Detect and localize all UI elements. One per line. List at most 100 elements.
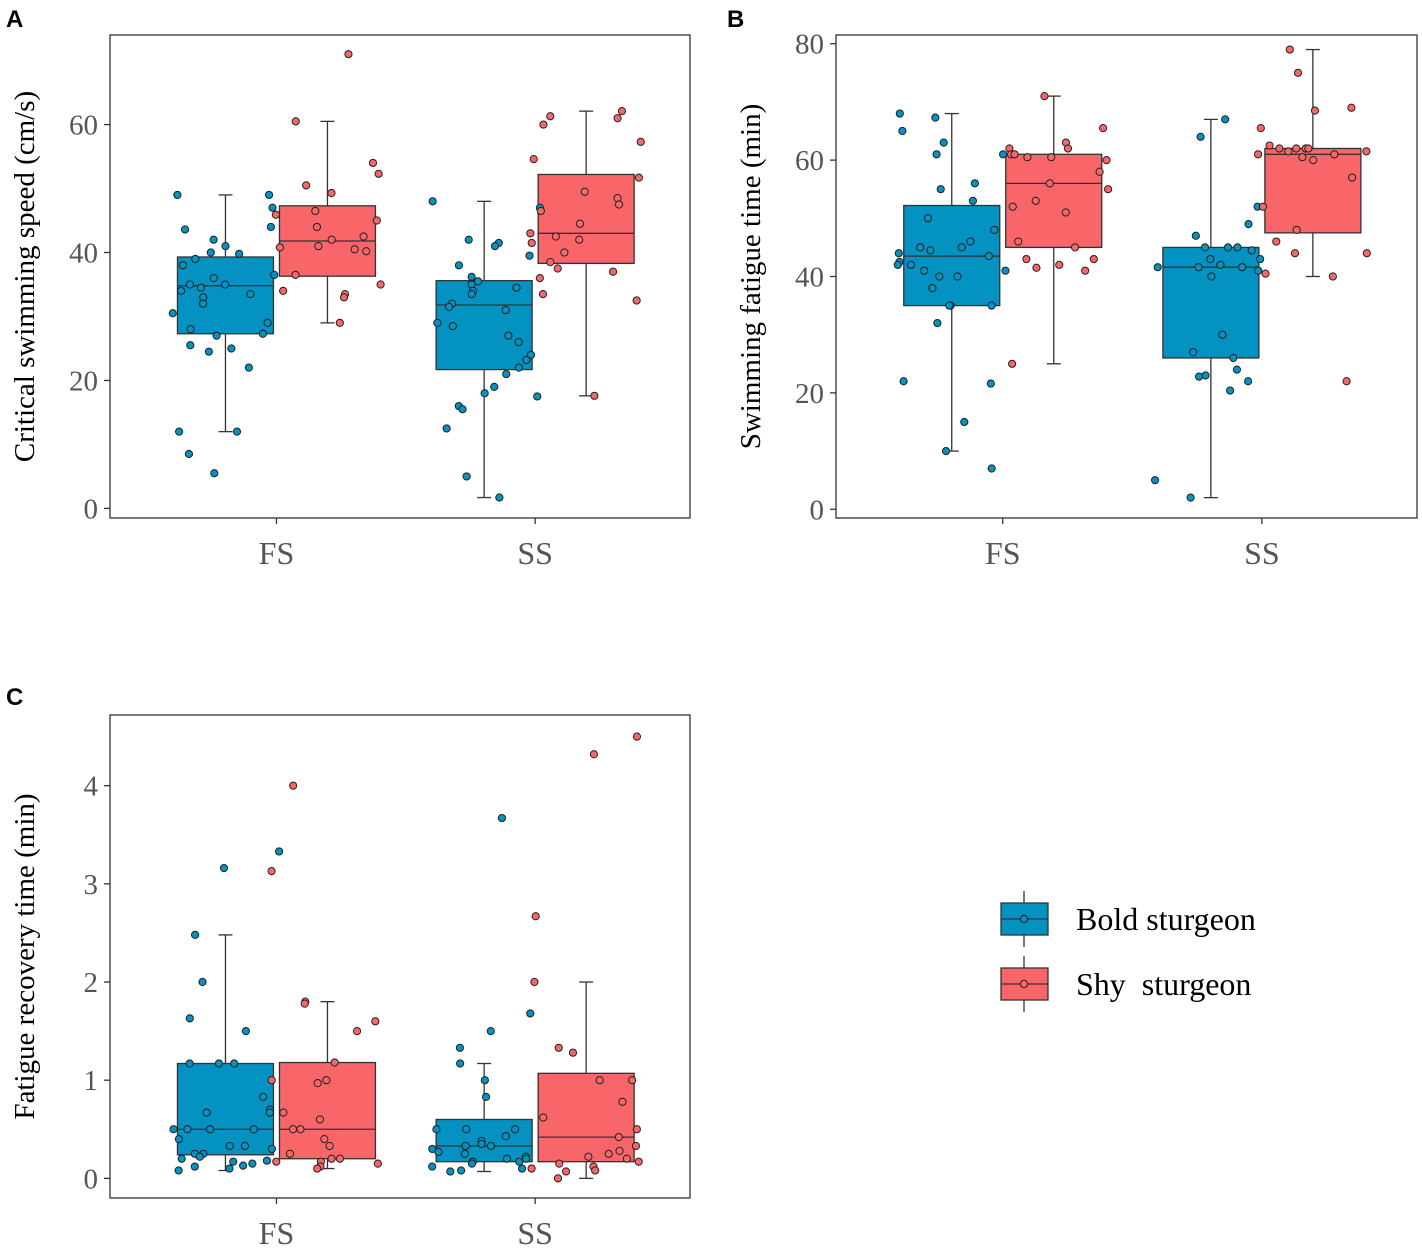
data-point	[235, 249, 244, 258]
data-point	[467, 272, 476, 281]
data-point	[313, 1164, 322, 1173]
data-point	[460, 1149, 469, 1158]
data-point	[634, 173, 643, 182]
data-point	[1223, 243, 1233, 252]
data-point	[1098, 124, 1108, 133]
data-point	[473, 277, 483, 286]
data-point	[271, 210, 280, 219]
data-point	[204, 347, 213, 356]
data-point	[1055, 260, 1064, 269]
data-point	[615, 1146, 624, 1155]
data-point	[535, 273, 544, 283]
data-point	[428, 1162, 437, 1171]
data-point	[560, 248, 569, 257]
y-tick-label: 3	[84, 869, 99, 901]
data-point	[190, 1162, 199, 1171]
y-tick-label: 40	[69, 238, 98, 270]
data-point	[264, 190, 274, 200]
points-bold-fs	[168, 190, 279, 478]
y-tick-label: 20	[69, 365, 98, 397]
y-tick-label: 60	[795, 145, 824, 177]
data-point	[244, 363, 253, 372]
data-point	[1063, 144, 1073, 153]
data-point	[553, 1174, 563, 1183]
data-point	[595, 1076, 604, 1085]
data-point	[932, 150, 941, 159]
data-point	[953, 272, 962, 281]
data-point	[1200, 243, 1210, 252]
data-point	[1150, 476, 1160, 485]
data-point	[232, 427, 242, 436]
data-point	[229, 1157, 238, 1166]
data-point	[546, 112, 555, 121]
legend-key-shy	[1000, 956, 1049, 1012]
box-iqr	[1005, 153, 1103, 249]
data-point	[1040, 92, 1049, 101]
data-point	[1189, 348, 1198, 357]
points-bold-ss	[1150, 115, 1265, 502]
data-point	[580, 187, 589, 196]
data-point	[227, 344, 236, 353]
data-point	[514, 337, 523, 347]
data-point	[230, 1059, 239, 1068]
data-point	[501, 305, 510, 315]
data-point	[986, 379, 995, 388]
x-tick-label: SS	[1244, 535, 1280, 571]
box-iqr	[176, 1062, 275, 1156]
data-point	[186, 341, 195, 350]
data-point	[554, 1043, 563, 1052]
data-point	[1008, 202, 1017, 211]
data-point	[628, 1076, 637, 1085]
data-point	[373, 1159, 382, 1168]
data-point	[510, 1125, 520, 1134]
data-point	[225, 1141, 234, 1151]
data-point	[1153, 263, 1162, 272]
data-point	[195, 1152, 204, 1161]
data-point	[1095, 167, 1104, 176]
data-point	[920, 266, 929, 275]
data-point	[1285, 45, 1294, 54]
legend-point	[1019, 914, 1029, 924]
data-point	[322, 1076, 331, 1085]
data-point	[504, 331, 513, 340]
data-point	[987, 301, 996, 310]
data-point	[539, 120, 548, 129]
data-point	[481, 1092, 491, 1101]
data-point	[1014, 237, 1023, 246]
data-point	[998, 150, 1008, 159]
legend: Bold sturgeon Shy sturgeon	[1000, 891, 1256, 1012]
data-point	[335, 1154, 344, 1163]
data-point	[526, 229, 535, 238]
data-point	[1216, 260, 1225, 269]
data-point	[916, 243, 925, 252]
data-point	[202, 1108, 211, 1117]
data-point	[209, 235, 218, 244]
data-point	[546, 258, 555, 267]
data-point	[1103, 185, 1113, 194]
data-point	[350, 245, 359, 254]
data-point	[512, 283, 521, 292]
box-shy-fs	[1005, 95, 1103, 365]
data-point	[457, 1166, 466, 1175]
data-point	[335, 318, 344, 327]
data-point	[467, 289, 476, 299]
data-point	[1229, 353, 1238, 363]
data-point	[1304, 144, 1313, 153]
data-point	[575, 219, 584, 228]
data-point	[240, 1141, 250, 1151]
data-point	[209, 273, 218, 283]
y-tick-label: 2	[84, 967, 99, 999]
data-point	[923, 214, 933, 223]
data-point	[374, 169, 383, 178]
data-point	[966, 237, 975, 246]
data-point	[617, 107, 627, 116]
data-point	[205, 1125, 215, 1134]
data-point	[248, 1159, 257, 1168]
data-point	[490, 382, 499, 391]
data-point	[941, 446, 951, 456]
data-point	[180, 225, 190, 234]
data-point	[352, 1027, 362, 1036]
data-point	[327, 235, 336, 244]
points-bold-ss	[428, 197, 544, 502]
data-point	[267, 866, 276, 876]
